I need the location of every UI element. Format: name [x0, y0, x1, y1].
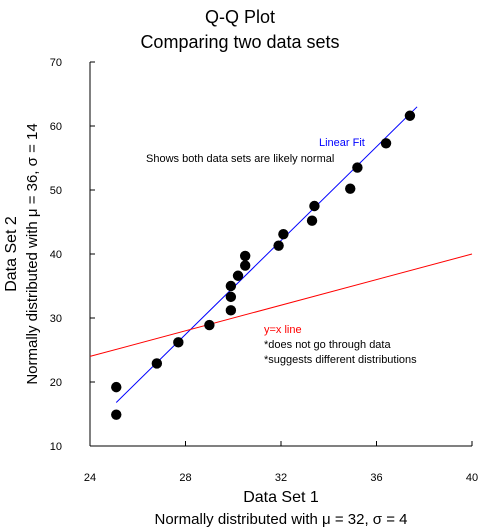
yx-note-1: *does not go through data: [264, 339, 391, 351]
chart-subtitle: Comparing two data sets: [140, 32, 339, 52]
x-tick-label: 32: [275, 472, 287, 484]
x-tick-label: 28: [179, 472, 191, 484]
y-equals-x-line: [89, 253, 473, 357]
data-point: [380, 138, 392, 149]
data-point: [345, 183, 356, 194]
reference-lines: [89, 106, 473, 403]
data-point: [239, 250, 251, 262]
y-ticks: 10 20 30 40 50 60 70: [50, 57, 95, 453]
data-point: [309, 200, 320, 212]
y-tick-label: 10: [50, 441, 62, 453]
x-axis-subtitle: Normally distributed with μ = 32, σ = 4: [154, 511, 407, 528]
linear-fit-line: [115, 106, 418, 403]
data-point: [173, 337, 184, 348]
data-point: [278, 228, 289, 240]
data-point: [225, 305, 237, 316]
y-axis-title: Data Set 2: [3, 216, 20, 292]
y-tick-label: 20: [50, 377, 62, 389]
data-point: [352, 162, 363, 173]
data-point: [111, 381, 122, 393]
x-axis-title: Data Set 1: [243, 489, 319, 506]
fit-label: Linear Fit: [319, 137, 365, 149]
fit-note: Shows both data sets are likely normal: [146, 153, 334, 165]
x-tick-label: 40: [466, 472, 478, 484]
y-tick-label: 60: [50, 121, 62, 133]
y-tick-label: 30: [50, 313, 62, 325]
y-tick-label: 70: [50, 57, 62, 69]
data-point: [111, 409, 122, 420]
y-axis-subtitle: Normally distributed with μ = 36, σ = 14: [24, 123, 41, 384]
data-point: [239, 260, 251, 271]
chart-title: Q-Q Plot: [205, 7, 275, 27]
data-point: [151, 358, 163, 369]
x-tick-label: 24: [84, 472, 96, 484]
data-point: [306, 215, 318, 226]
data-point: [232, 270, 244, 281]
data-point: [225, 291, 237, 303]
data-points: [111, 110, 416, 420]
x-tick-label: 36: [370, 472, 382, 484]
yx-label: y=x line: [264, 324, 302, 336]
data-point: [273, 240, 284, 251]
y-tick-label: 40: [50, 249, 62, 261]
yx-note-2: *suggests different distributions: [264, 354, 417, 366]
y-tick-label: 50: [50, 185, 62, 197]
data-point: [225, 280, 237, 292]
data-point: [204, 319, 215, 331]
data-point: [404, 110, 416, 121]
x-ticks: 24 28 32 36 40: [84, 441, 478, 484]
